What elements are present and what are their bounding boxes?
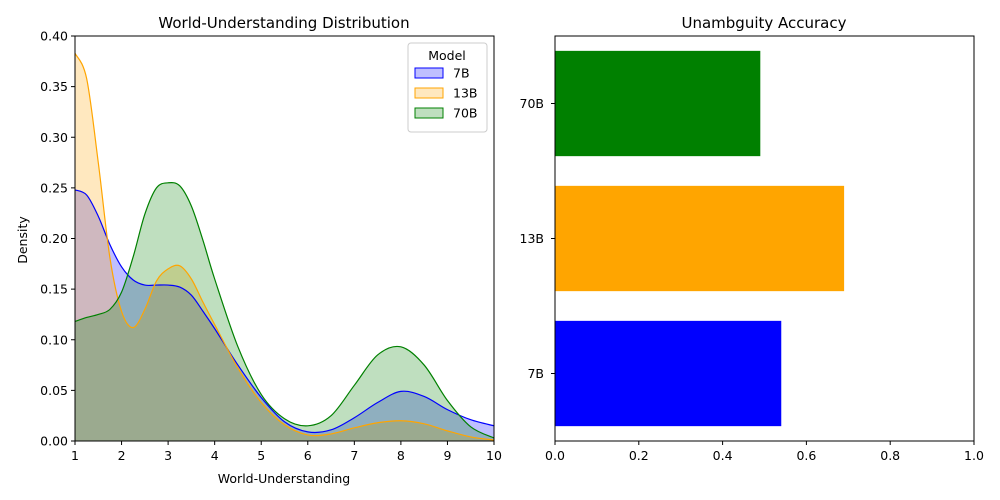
legend-items: 7B 13B 70B (414, 66, 477, 121)
legend-swatch-7B (414, 67, 444, 79)
density-y-tick-label: 0.30 (40, 130, 68, 145)
accuracy-y-tick-label: 70B (520, 96, 544, 111)
density-x-tick-label: 10 (486, 448, 502, 463)
density-y-tick-label: 0.00 (40, 434, 68, 449)
legend-label-70B: 70B (453, 106, 477, 121)
accuracy-x-tick-label: 0.2 (629, 448, 649, 463)
accuracy-y-tick-label: 13B (520, 231, 544, 246)
accuracy-x-tick-label: 1.0 (964, 448, 984, 463)
density-x-axis-label: World-Understanding (218, 471, 350, 486)
density-areas (74, 52, 495, 442)
accuracy-bar-7B (555, 320, 782, 427)
accuracy-x-tick-label: 0.8 (880, 448, 900, 463)
density-y-tick-label: 0.15 (40, 282, 68, 297)
density-x-tick-label: 1 (71, 448, 79, 463)
legend-label-7B: 7B (453, 66, 470, 81)
accuracy-chart-title: Unambguity Accuracy (681, 14, 846, 32)
accuracy-bar-13B (555, 185, 845, 292)
density-y-tick-label: 0.05 (40, 383, 68, 398)
accuracy-y-tick-label: 7B (527, 366, 544, 381)
density-x-tick-label: 9 (443, 448, 451, 463)
density-x-tick-label: 4 (211, 448, 219, 463)
legend-swatch-70B (414, 107, 444, 119)
accuracy-x-tick-label: 0.0 (545, 448, 565, 463)
accuracy-chart: Unambguity Accuracy 0.0 0.2 0.4 0.6 0.8 1.0 7… (520, 14, 984, 463)
density-y-axis-label: Density (15, 216, 30, 264)
density-area-13B (75, 53, 494, 442)
density-chart: World-Understanding Distribution 1 2 3 4 5 6 7… (15, 14, 502, 486)
accuracy-bars (555, 50, 845, 427)
accuracy-x-ticks: 0.0 0.2 0.4 0.6 0.8 1.0 (545, 441, 984, 463)
density-x-tick-label: 6 (304, 448, 312, 463)
density-x-tick-label: 2 (118, 448, 126, 463)
legend-label-13B: 13B (453, 86, 477, 101)
density-legend: Model 7B 13B 70B (407, 42, 488, 133)
accuracy-x-tick-label: 0.6 (796, 448, 816, 463)
density-x-ticks: 1 2 3 4 5 6 7 8 9 10 (71, 441, 502, 463)
density-area-7B (75, 189, 494, 441)
density-y-ticks: 0.00 0.05 0.10 0.15 0.20 0.25 0.30 0.35 0.40 (40, 29, 75, 449)
accuracy-bar-70B (555, 50, 761, 157)
density-line-7B (74, 189, 495, 434)
density-y-tick-label: 0.20 (40, 231, 68, 246)
density-x-tick-label: 3 (164, 448, 172, 463)
density-chart-title: World-Understanding Distribution (158, 14, 409, 32)
density-y-tick-label: 0.35 (40, 79, 68, 94)
legend-box (407, 42, 488, 133)
density-line-70B (74, 181, 495, 439)
legend-swatch-13B (414, 87, 444, 99)
density-y-tick-label: 0.10 (40, 332, 68, 347)
density-y-tick-label: 0.25 (40, 180, 68, 195)
density-x-tick-label: 8 (397, 448, 405, 463)
density-y-tick-label: 0.40 (40, 29, 68, 44)
accuracy-x-tick-label: 0.4 (713, 448, 733, 463)
legend-title: Model (428, 48, 466, 63)
accuracy-y-ticks: 7B 13B 70B (520, 96, 555, 381)
density-x-tick-label: 7 (350, 448, 358, 463)
density-area-70B (75, 182, 494, 442)
density-x-tick-label: 5 (257, 448, 265, 463)
